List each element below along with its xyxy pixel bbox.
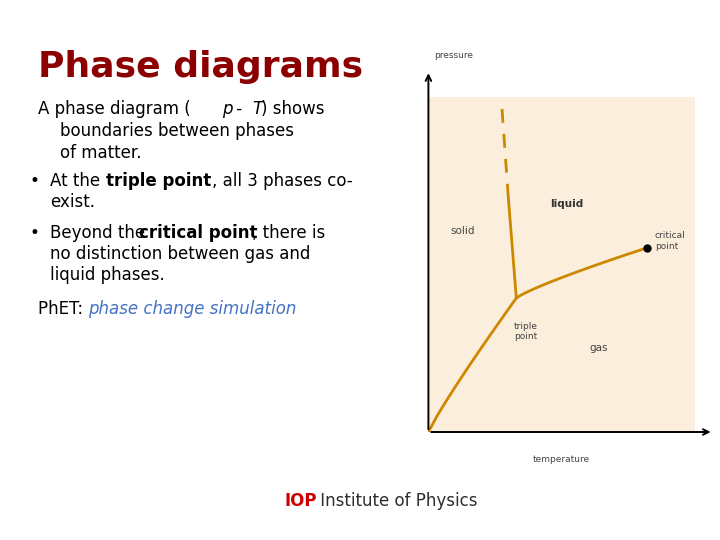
Text: phase change simulation: phase change simulation: [88, 300, 297, 318]
Text: triple
point: triple point: [513, 321, 538, 341]
Text: Phase diagrams: Phase diagrams: [38, 50, 363, 84]
Text: •: •: [30, 224, 40, 242]
Text: critical
point: critical point: [655, 232, 685, 251]
Text: p: p: [222, 100, 233, 118]
Text: Beyond the: Beyond the: [50, 224, 150, 242]
Text: ) shows: ) shows: [261, 100, 325, 118]
Text: triple point: triple point: [106, 172, 211, 190]
Text: A phase diagram (: A phase diagram (: [38, 100, 191, 118]
Text: no distinction between gas and: no distinction between gas and: [50, 245, 310, 263]
FancyBboxPatch shape: [428, 97, 695, 432]
Text: liquid phases.: liquid phases.: [50, 266, 165, 284]
Text: -: -: [231, 100, 248, 118]
Text: critical point: critical point: [139, 224, 258, 242]
Text: solid: solid: [451, 226, 475, 236]
Text: pressure: pressure: [433, 51, 473, 60]
Text: gas: gas: [590, 343, 608, 353]
Text: PhET:: PhET:: [38, 300, 89, 318]
Text: boundaries between phases: boundaries between phases: [60, 122, 294, 140]
Text: IOP: IOP: [285, 492, 318, 510]
Text: temperature: temperature: [533, 455, 590, 464]
Text: At the: At the: [50, 172, 105, 190]
Text: Institute of Physics: Institute of Physics: [315, 492, 477, 510]
Text: liquid: liquid: [550, 199, 583, 210]
Text: , there is: , there is: [252, 224, 325, 242]
Text: , all 3 phases co-: , all 3 phases co-: [212, 172, 353, 190]
Text: of matter.: of matter.: [60, 144, 142, 162]
Text: exist.: exist.: [50, 193, 95, 211]
Text: •: •: [30, 172, 40, 190]
Text: T: T: [252, 100, 262, 118]
